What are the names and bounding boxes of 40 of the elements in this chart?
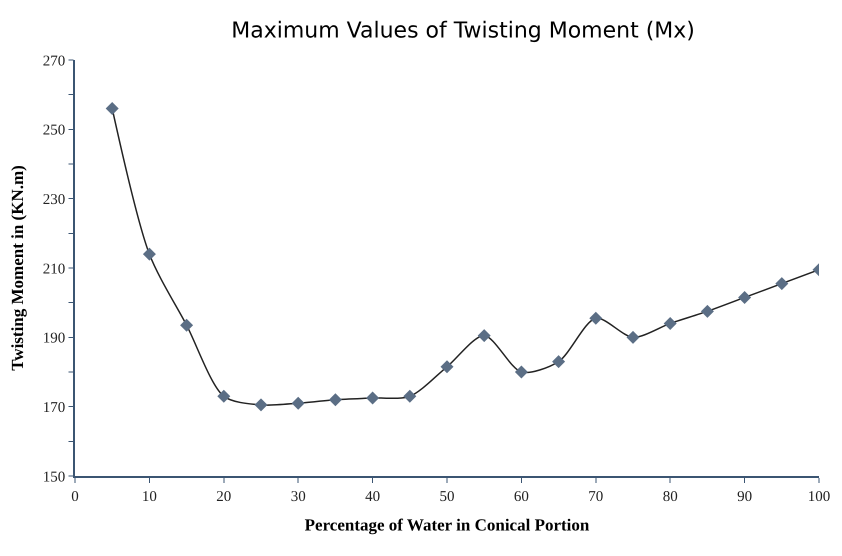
y-axis-title: Twisting Moment in (KN.m) (8, 165, 27, 371)
point (142, 248, 156, 261)
x-tick-label: 10 (142, 488, 157, 505)
point (664, 316, 677, 330)
y-tick-label: 210 (42, 261, 66, 278)
x-tick-label: 30 (290, 488, 306, 505)
y-tick-label: 170 (42, 400, 66, 416)
y-tick-label: 270 (42, 53, 66, 70)
x-tick-label: 40 (365, 488, 380, 505)
x-tick-label: 0 (71, 488, 79, 505)
point (626, 330, 640, 344)
point (589, 312, 602, 325)
point (738, 290, 752, 304)
x-axis-title: Percentage of Water in Conical Portion (304, 516, 590, 535)
x-tick-label: 90 (737, 488, 752, 505)
y-tick-label: 190 (42, 330, 66, 347)
y-tick-label: 150 (42, 469, 66, 486)
point (440, 360, 454, 374)
point (552, 355, 566, 368)
x-tick-label: 60 (514, 488, 529, 505)
point (366, 392, 380, 404)
point (775, 277, 788, 290)
point (292, 396, 305, 410)
point (254, 398, 268, 412)
x-tick-label: 50 (440, 488, 454, 505)
point (514, 366, 528, 378)
point (403, 390, 416, 403)
y-tick-label: 250 (42, 122, 66, 139)
point (328, 393, 342, 406)
point (700, 304, 714, 318)
chart-title: Maximum Values of Twisting Moment (Mx) (231, 18, 695, 44)
y-tick-label: 230 (42, 192, 66, 208)
point (106, 102, 119, 116)
x-tick-label: 80 (662, 488, 678, 505)
x-tick-label: 20 (216, 488, 232, 505)
x-tick-label: 100 (808, 488, 830, 505)
x-tick-label: 70 (588, 488, 604, 505)
point (180, 318, 194, 332)
point (217, 390, 230, 403)
point (478, 329, 491, 342)
